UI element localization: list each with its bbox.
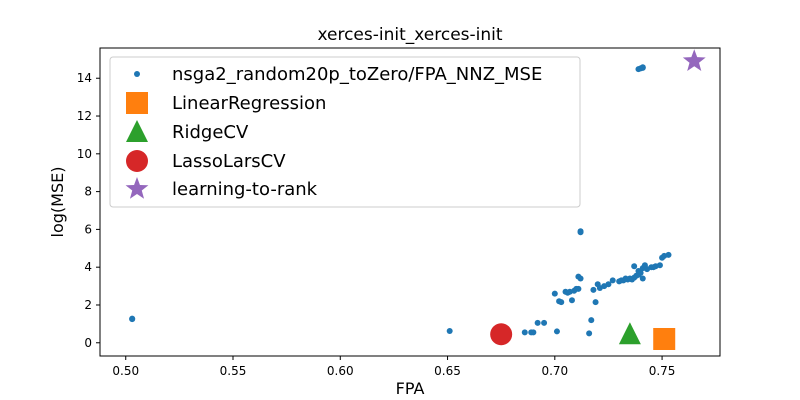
y-tick-label: 6 [84,222,92,236]
legend-marker [126,120,148,142]
point-nsga2-random20p-tozero-fpa-nnz-mse [129,315,136,322]
legend-marker [126,150,148,172]
point-nsga2-random20p-tozero-fpa-nnz-mse [577,275,584,282]
x-tick-label: 0.60 [327,364,354,378]
point-nsga2-random20p-tozero-fpa-nnz-mse [609,277,616,284]
point-nsga2-random20p-tozero-fpa-nnz-mse [541,319,548,326]
y-tick-label: 4 [84,260,92,274]
legend-label: RidgeCV [172,122,249,143]
legend-marker [126,92,148,114]
x-tick-label: 0.55 [220,364,247,378]
y-tick-label: 2 [84,298,92,312]
y-tick-label: 8 [84,185,92,199]
point-nsga2-random20p-tozero-fpa-nnz-mse [631,263,638,270]
chart-title: xerces-init_xerces-init [317,25,502,45]
data-marks [129,49,706,350]
point-nsga2-random20p-tozero-fpa-nnz-mse [592,299,599,306]
x-tick-label: 0.70 [541,364,568,378]
point-nsga2-random20p-tozero-fpa-nnz-mse [568,297,575,304]
legend-label: LassoLarsCV [172,151,286,172]
point-nsga2-random20p-tozero-fpa-nnz-mse [577,229,584,236]
x-axis: 0.50 0.55 0.60 0.65 0.70 0.75 [112,356,675,378]
y-tick-label: 10 [77,147,92,161]
point-nsga2-random20p-tozero-fpa-nnz-mse [575,285,582,292]
point-nsga2-random20p-tozero-fpa-nnz-mse [553,328,560,335]
x-tick-label: 0.75 [649,364,676,378]
y-tick-label: 0 [84,336,92,350]
legend-label: LinearRegression [172,93,326,114]
legend-label: nsga2_random20p_toZero/FPA_NNZ_MSE [172,64,542,85]
x-tick-label: 0.65 [434,364,461,378]
point-lassolarscv [490,323,513,346]
legend-label: learning-to-rank [172,179,318,200]
legend-marker [125,177,149,199]
y-tick-label: 12 [77,109,92,123]
point-nsga2-random20p-tozero-fpa-nnz-mse [551,290,558,297]
legend-box [109,56,581,208]
point-ridgecv [618,322,641,345]
y-axis-label: log(MSE) [48,167,67,238]
point-nsga2-random20p-tozero-fpa-nnz-mse [639,64,646,71]
point-linearregression [653,327,676,350]
legend-marker [134,71,140,77]
point-nsga2-random20p-tozero-fpa-nnz-mse [586,330,593,337]
point-nsga2-random20p-tozero-fpa-nnz-mse [534,319,541,326]
point-nsga2-random20p-tozero-fpa-nnz-mse [446,328,453,335]
point-nsga2-random20p-tozero-fpa-nnz-mse [665,251,672,258]
point-nsga2-random20p-tozero-fpa-nnz-mse [637,269,644,276]
legend: nsga2_random20p_toZero/FPA_NNZ_MSE Linear… [109,56,581,208]
point-nsga2-random20p-tozero-fpa-nnz-mse [588,317,595,324]
x-tick-label: 0.50 [112,364,139,378]
point-nsga2-random20p-tozero-fpa-nnz-mse [656,262,663,269]
point-learning-to-rank [682,49,706,71]
x-axis-label: FPA [396,379,425,398]
y-tick-label: 14 [77,71,92,85]
point-nsga2-random20p-tozero-fpa-nnz-mse [590,286,597,293]
point-nsga2-random20p-tozero-fpa-nnz-mse [530,329,537,336]
y-axis: 0 2 4 6 8 10 12 14 [77,71,100,350]
point-nsga2-random20p-tozero-fpa-nnz-mse [558,299,565,306]
point-nsga2-random20p-tozero-fpa-nnz-mse [639,275,646,282]
point-nsga2-random20p-tozero-fpa-nnz-mse [521,329,528,336]
point-nsga2-random20p-tozero-fpa-nnz-mse [605,281,612,288]
